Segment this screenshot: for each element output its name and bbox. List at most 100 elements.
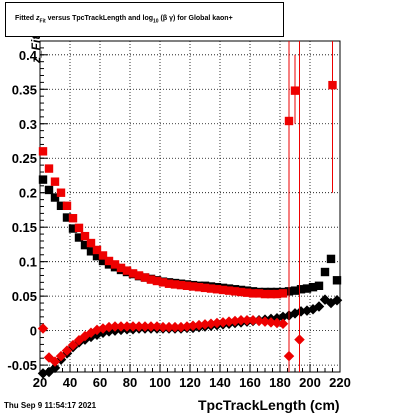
data-point-square (68, 224, 78, 233)
data-point-square (176, 280, 186, 290)
y-tick-label: 0.4 (19, 48, 38, 63)
data-point-diamond (127, 321, 139, 332)
data-point-square (200, 283, 210, 293)
data-point-square (62, 213, 72, 222)
x-tick-label: 200 (299, 375, 321, 390)
data-point-square (152, 276, 162, 286)
data-point-diamond (103, 321, 115, 333)
data-point-square (68, 214, 78, 223)
data-point-diamond (265, 317, 277, 328)
title-suffix: (β γ) for Global kaon+ (160, 15, 233, 22)
chart-title-box: Fitted zFit versus TpcTrackLength and lo… (5, 2, 284, 37)
data-point-square (328, 80, 337, 90)
data-point-square (164, 279, 174, 288)
data-point-square (212, 285, 222, 294)
title-z-symbol: z (36, 15, 40, 22)
data-point-square (110, 260, 120, 269)
data-point-square (122, 266, 132, 275)
data-point-square (56, 188, 66, 197)
x-axis-label: TpcTrackLength (cm) (198, 397, 340, 413)
y-tick-label: 0.35 (12, 82, 37, 97)
data-point-diamond (169, 321, 181, 333)
data-point-diamond (283, 350, 295, 362)
chart-title: Fitted zFit versus TpcTrackLength and lo… (15, 15, 233, 24)
data-point-square (194, 282, 204, 292)
data-point-diamond (109, 321, 121, 332)
data-point-square (272, 289, 282, 299)
data-point-square (80, 231, 90, 241)
data-point-diamond (259, 316, 271, 327)
data-point-square (326, 254, 336, 264)
y-tick-label: 0.05 (12, 289, 37, 304)
title-z-sub: Fit (39, 18, 46, 25)
data-point-square (74, 223, 84, 233)
data-point-square (134, 271, 144, 280)
data-point-diamond (163, 321, 175, 333)
data-point-diamond (187, 320, 199, 332)
y-tick-label: 0.3 (19, 117, 37, 132)
data-point-diamond (277, 318, 289, 329)
data-point-square (224, 286, 234, 295)
y-tick-label: 0.2 (19, 186, 37, 201)
data-point-square (80, 240, 90, 250)
y-tick-label: 0.1 (19, 255, 37, 270)
data-point-square (98, 256, 108, 266)
data-point-diamond (139, 321, 151, 332)
data-point-diamond (294, 334, 305, 345)
data-point-square (242, 288, 252, 297)
data-point-square (44, 164, 54, 173)
data-point-square (308, 282, 318, 292)
title-prefix: Fitted (15, 15, 35, 22)
data-point-diamond (205, 318, 217, 329)
data-point-square (38, 175, 48, 184)
data-point-diamond (253, 315, 265, 327)
data-point-square (74, 233, 84, 242)
y-tick-label: 0.15 (12, 220, 37, 235)
data-point-square (188, 282, 198, 291)
data-point-square (206, 284, 216, 293)
data-point-square (86, 247, 96, 256)
data-point-square (140, 273, 150, 282)
data-point-square (182, 281, 192, 291)
x-tick-label: 100 (149, 375, 171, 390)
data-point-square (278, 289, 288, 298)
data-point-diamond (211, 317, 223, 329)
data-point-square (332, 276, 342, 285)
data-point-diamond (199, 319, 211, 330)
data-point-diamond (181, 321, 193, 332)
data-point-diamond (217, 317, 229, 328)
data-point-square (158, 278, 168, 287)
data-point-square (92, 251, 102, 261)
data-point-square (302, 284, 312, 293)
data-point-square (248, 289, 258, 298)
data-point-square (218, 285, 228, 295)
data-point-square (50, 177, 60, 186)
y-tick-label: 0 (30, 324, 37, 339)
data-point-diamond (229, 315, 241, 327)
y-tick-label: -0.05 (7, 358, 37, 373)
x-tick-label: 180 (269, 375, 291, 390)
data-point-square (236, 287, 246, 297)
data-point-square (290, 286, 300, 295)
data-point-diamond (67, 339, 79, 351)
data-point-square (62, 201, 72, 211)
data-point-diamond (175, 321, 187, 333)
x-tick-label: 220 (329, 375, 351, 390)
data-point-square (56, 201, 66, 211)
data-point-square (170, 280, 180, 289)
x-tick-label: 120 (179, 375, 201, 390)
data-point-diamond (115, 321, 127, 332)
x-tick-label: 60 (93, 375, 107, 390)
y-tick-label: 0.25 (12, 151, 37, 166)
data-point-square (290, 86, 300, 95)
data-point-diamond (55, 350, 67, 362)
data-point-diamond (331, 295, 343, 306)
data-point-diamond (271, 317, 283, 329)
data-point-square (92, 245, 102, 255)
data-point-square (296, 285, 306, 294)
data-point-diamond (241, 315, 253, 326)
title-middle: versus TpcTrackLength and log (47, 15, 153, 22)
data-point-diamond (37, 323, 49, 334)
data-point-square (128, 269, 138, 278)
data-point-square (320, 267, 330, 277)
